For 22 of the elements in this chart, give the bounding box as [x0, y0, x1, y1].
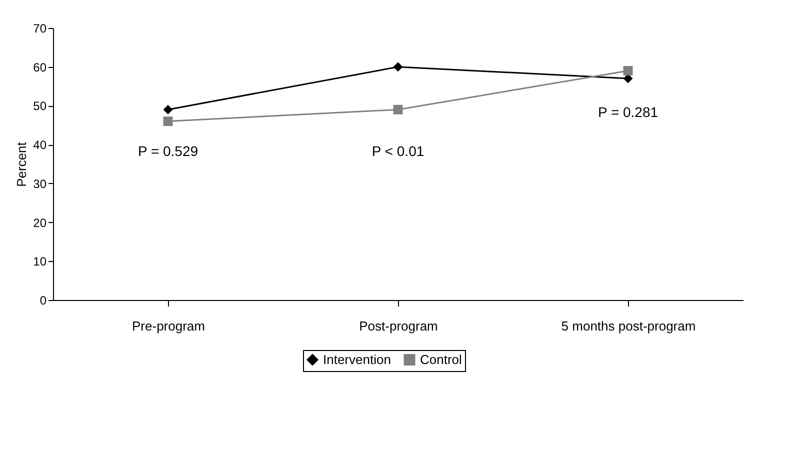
point — [163, 116, 173, 126]
y-tick-label: 10 — [33, 254, 47, 269]
annotation: P = 0.281 — [598, 104, 658, 120]
y-tick-label: 30 — [33, 176, 47, 191]
y-tick-label: 60 — [33, 60, 47, 74]
x-tick-label: Post-program — [359, 318, 438, 334]
point — [393, 104, 403, 114]
x-tick-label: Pre-program — [132, 318, 205, 334]
point — [163, 104, 173, 114]
legend-label: Intervention — [323, 352, 391, 367]
annotation: P = 0.529 — [138, 143, 198, 159]
point — [393, 62, 403, 72]
y-tick-label: 70 — [33, 22, 47, 36]
y-tick-label: 20 — [33, 216, 47, 230]
y-tick-label: 50 — [33, 99, 47, 114]
y-tick-label: 0 — [40, 294, 47, 308]
point — [623, 66, 633, 76]
x-tick-label: 5 months post-program — [561, 318, 696, 334]
y-tick-label: 40 — [33, 138, 47, 152]
legend-label: Control — [420, 352, 462, 367]
annotation: P < 0.01 — [372, 143, 424, 159]
y-axis-title: Percent — [14, 142, 30, 187]
